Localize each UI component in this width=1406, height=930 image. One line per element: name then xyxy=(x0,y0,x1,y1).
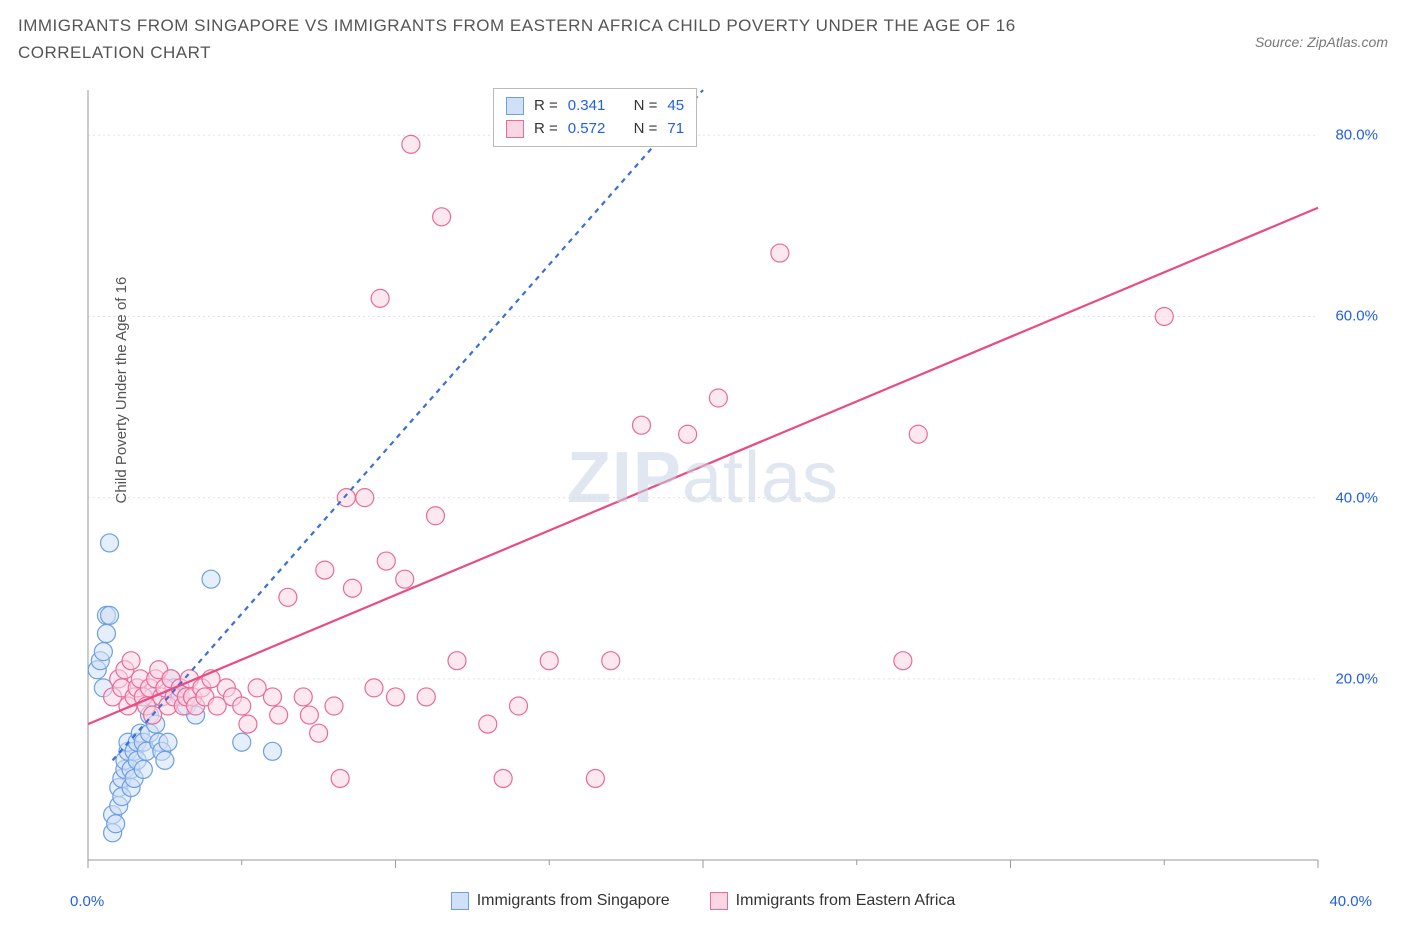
correlation-stats-box: R = 0.341 N = 45 R = 0.572 N = 71 xyxy=(493,88,697,147)
r-label: R = xyxy=(534,95,558,118)
chart-header: IMMIGRANTS FROM SINGAPORE VS IMMIGRANTS … xyxy=(0,0,1406,72)
stats-row: R = 0.341 N = 45 xyxy=(506,95,684,118)
x-axis-end-label: 40.0% xyxy=(1329,893,1372,910)
chart-title: IMMIGRANTS FROM SINGAPORE VS IMMIGRANTS … xyxy=(18,12,1118,66)
legend-swatch-icon xyxy=(710,892,728,910)
n-value: 45 xyxy=(667,95,684,118)
legend-label: Immigrants from Eastern Africa xyxy=(736,892,956,910)
legend-label: Immigrants from Singapore xyxy=(477,892,670,910)
legend-item-eastern-africa: Immigrants from Eastern Africa xyxy=(710,892,956,910)
r-value: 0.572 xyxy=(568,118,606,141)
legend-swatch-icon xyxy=(451,892,469,910)
source-attribution: Source: ZipAtlas.com xyxy=(1255,34,1388,50)
r-value: 0.341 xyxy=(568,95,606,118)
r-label: R = xyxy=(534,118,558,141)
y-tick-label: 80.0% xyxy=(1335,127,1378,144)
chart-container: Child Poverty Under the Age of 16 ZIPatl… xyxy=(18,80,1388,910)
n-label: N = xyxy=(634,95,658,118)
legend-item-singapore: Immigrants from Singapore xyxy=(451,892,670,910)
y-axis-label: Child Poverty Under the Age of 16 xyxy=(113,277,130,504)
stats-swatch-icon xyxy=(506,97,524,115)
y-tick-label: 20.0% xyxy=(1335,670,1378,687)
n-label: N = xyxy=(634,118,658,141)
stats-row: R = 0.572 N = 71 xyxy=(506,118,684,141)
x-axis-start-label: 0.0% xyxy=(70,893,104,910)
y-tick-label: 60.0% xyxy=(1335,308,1378,325)
stats-swatch-icon xyxy=(506,120,524,138)
bottom-legend: 0.0% Immigrants from Singapore Immigrant… xyxy=(18,892,1388,910)
scatter-chart-svg xyxy=(18,80,1388,910)
n-value: 71 xyxy=(667,118,684,141)
y-tick-label: 40.0% xyxy=(1335,489,1378,506)
